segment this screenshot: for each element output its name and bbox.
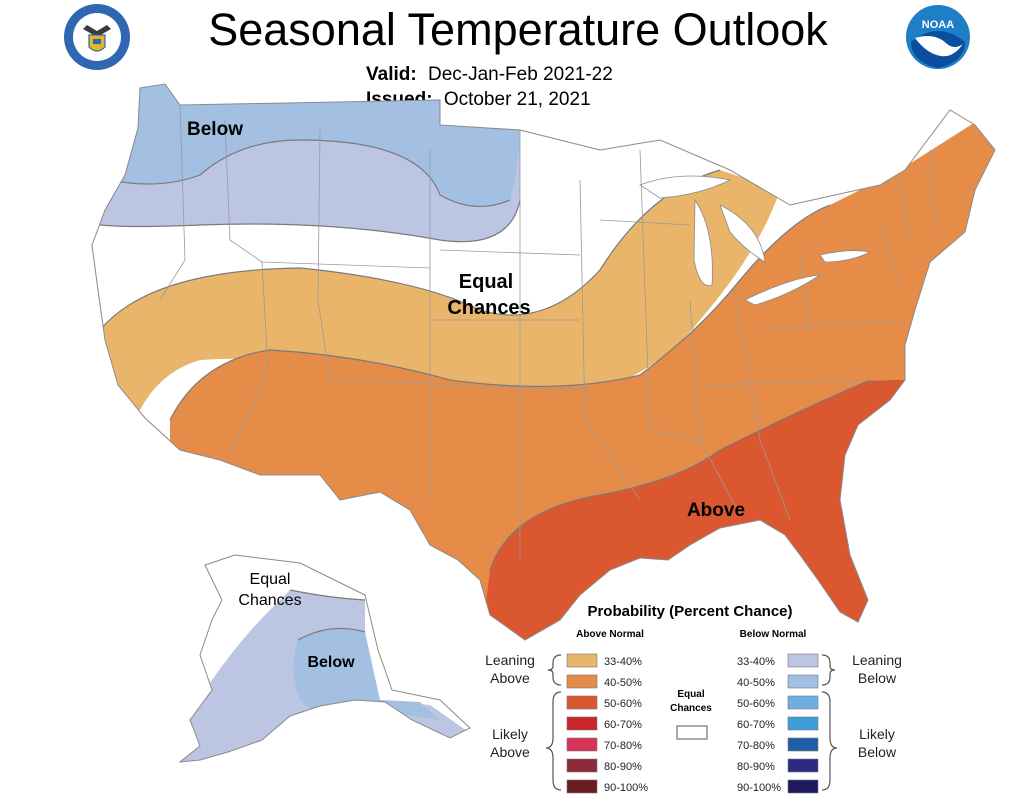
- map-labels: Below Equal Chances Above: [187, 119, 745, 521]
- above-bin-label: 50-60%: [604, 698, 642, 710]
- legend: Probability (Percent Chance) Above Norma…: [485, 603, 902, 794]
- label-above: Above: [687, 500, 745, 521]
- below-bin-swatch: [787, 674, 819, 689]
- above-bin-label: 40-50%: [604, 677, 642, 689]
- label-ak-below: Below: [307, 654, 355, 671]
- below-bin-swatch: [787, 737, 819, 752]
- alaska-outline: [178, 554, 471, 763]
- conus-region: [92, 84, 995, 640]
- page-title: Seasonal Temperature Outlook: [208, 4, 828, 55]
- valid-label: Valid:: [366, 64, 417, 85]
- below-bin-label: 40-50%: [737, 677, 775, 689]
- below-bin-label: 70-80%: [737, 740, 775, 752]
- issued-value: October 21, 2021: [443, 89, 591, 110]
- above-swatch-column: 33-40% 40-50% 50-60% 60-70% 70-80% 80-90% 90-1…: [566, 653, 648, 794]
- legend-equal-line1: Equal: [677, 689, 704, 700]
- legend-leaning-above-2: Above: [490, 670, 530, 686]
- alaska-labels: Equal Chances Below: [238, 571, 355, 671]
- commerce-seal-icon: [64, 4, 130, 70]
- label-below-conus: Below: [187, 119, 243, 140]
- state-boundaries: [159, 104, 936, 560]
- below-bin-swatch: [787, 758, 819, 773]
- conus-outline: [91, 83, 996, 641]
- above-bin-swatch: [566, 737, 598, 752]
- above-bin-swatch: [566, 674, 598, 689]
- below-bin-label: 60-70%: [737, 719, 775, 731]
- above-bin-label: 60-70%: [604, 719, 642, 731]
- legend-equal-swatch: [676, 725, 708, 740]
- legend-likely-above-2: Above: [490, 744, 530, 760]
- valid-value: Dec-Jan-Feb 2021-22: [427, 64, 613, 85]
- legend-title: Probability (Percent Chance): [587, 603, 792, 620]
- below-bin-label: 80-90%: [737, 761, 775, 773]
- below-bin-swatch: [787, 653, 819, 668]
- legend-leaning-above-1: Leaning: [485, 652, 535, 668]
- legend-above-header: Above Normal: [576, 629, 644, 640]
- label-ak-equal: Equal: [250, 571, 291, 588]
- above-bin-label: 90-100%: [604, 782, 648, 794]
- below-bin-label: 50-60%: [737, 698, 775, 710]
- above-bin-label: 80-90%: [604, 761, 642, 773]
- legend-likely-below-2: Below: [858, 744, 897, 760]
- above-bin-swatch: [566, 653, 598, 668]
- label-chances: Chances: [447, 297, 530, 319]
- above-bin-label: 70-80%: [604, 740, 642, 752]
- below-bin-swatch: [787, 779, 819, 794]
- below-bin-swatch: [787, 695, 819, 710]
- legend-likely-above-1: Likely: [492, 726, 528, 742]
- legend-leaning-below-2: Below: [858, 670, 897, 686]
- label-ak-chances: Chances: [238, 592, 301, 609]
- above-bin-swatch: [566, 695, 598, 710]
- legend-equal-line2: Chances: [670, 703, 712, 714]
- below-bin-label: 33-40%: [737, 656, 775, 668]
- legend-likely-below-1: Likely: [859, 726, 895, 742]
- above-bin-label: 33-40%: [604, 656, 642, 668]
- below-swatch-column: 33-40% 40-50% 50-60% 60-70% 70-80% 80-90% 90-1…: [737, 653, 819, 794]
- legend-braces: [545, 654, 838, 791]
- above-bin-swatch: [566, 758, 598, 773]
- above-bin-swatch: [566, 779, 598, 794]
- valid-line: Valid: Dec-Jan-Feb 2021-22: [366, 64, 613, 86]
- legend-below-header: Below Normal: [740, 629, 807, 640]
- legend-leaning-below-1: Leaning: [852, 652, 902, 668]
- svg-text:NOAA: NOAA: [922, 19, 954, 31]
- great-lakes: [639, 175, 872, 306]
- below-bin-swatch: [787, 716, 819, 731]
- label-equal: Equal: [459, 271, 513, 293]
- below-bin-label: 90-100%: [737, 782, 781, 794]
- noaa-logo-icon: NOAA: [906, 5, 970, 69]
- above-bin-swatch: [566, 716, 598, 731]
